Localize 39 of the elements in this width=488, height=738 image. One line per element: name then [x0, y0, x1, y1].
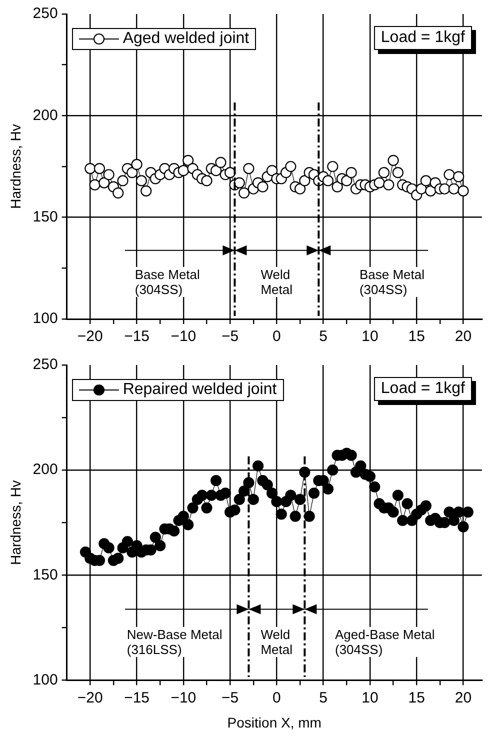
y-tick-label: 200 — [32, 461, 58, 478]
x-tick-label: −10 — [170, 689, 196, 706]
x-tick-label: 10 — [362, 328, 378, 346]
annotation: Load = 1kgf — [374, 377, 472, 401]
annotation: Base Metal (304SS) — [132, 267, 202, 298]
y-tick-label: 100 — [32, 310, 58, 328]
x-tick-label: −5 — [222, 328, 239, 346]
y-axis-title: Hardness, Hv — [7, 124, 24, 209]
x-tick-label: 5 — [319, 689, 328, 706]
legend-label: Aged welded joint — [122, 30, 250, 48]
annotation: New-Base Metal (316LSS) — [124, 626, 224, 657]
annotation: Load = 1kgf — [374, 26, 472, 50]
x-tick-label: 10 — [362, 689, 378, 706]
x-tick-label: 5 — [319, 328, 328, 346]
annotation: Weld Metal — [258, 267, 294, 298]
y-tick-label: 250 — [32, 356, 58, 374]
annotation: Weld Metal — [258, 626, 294, 657]
x-tick-label: −20 — [77, 328, 103, 346]
annotation: Aged-Base Metal (304SS) — [332, 626, 437, 657]
x-tick-label: −5 — [222, 689, 239, 706]
x-tick-label: 20 — [454, 689, 472, 706]
y-tick-label: 200 — [32, 106, 58, 124]
y-axis-title: Hardness, Hv — [7, 480, 24, 566]
x-tick-label: 0 — [272, 328, 281, 346]
x-tick-label: 15 — [408, 689, 425, 706]
y-tick-label: 100 — [32, 671, 58, 688]
x-tick-label: 20 — [454, 328, 472, 346]
x-tick-label: −15 — [124, 689, 150, 706]
x-axis-title: Position X, mm — [227, 714, 322, 730]
x-tick-label: −10 — [170, 328, 196, 346]
x-tick-label: −20 — [77, 689, 103, 706]
x-tick-label: −15 — [124, 328, 150, 346]
y-tick-label: 150 — [32, 208, 58, 226]
x-tick-label: 15 — [408, 328, 425, 346]
x-tick-label: 0 — [272, 689, 281, 706]
y-tick-label: 250 — [32, 5, 58, 22]
y-tick-label: 150 — [32, 566, 58, 584]
legend-label: Repaired welded joint — [122, 381, 277, 399]
annotation: Base Metal (304SS) — [357, 267, 427, 298]
